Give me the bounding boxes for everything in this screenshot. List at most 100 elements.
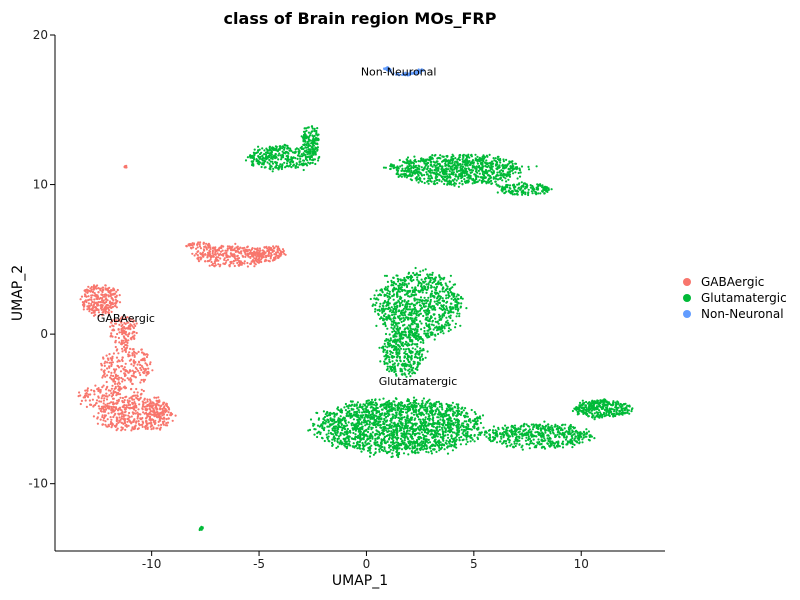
data-point <box>102 295 105 298</box>
data-point <box>403 172 406 176</box>
data-point <box>230 249 233 252</box>
data-point <box>458 158 461 162</box>
data-point <box>124 333 128 336</box>
data-point <box>505 180 508 183</box>
data-point <box>465 181 468 184</box>
data-point <box>120 328 123 332</box>
data-point <box>405 174 408 177</box>
data-point <box>386 349 389 352</box>
data-point <box>112 409 115 412</box>
data-point <box>143 405 146 408</box>
data-point <box>124 386 128 389</box>
data-point <box>399 437 402 440</box>
data-point <box>128 419 131 422</box>
data-point <box>499 161 502 164</box>
data-point <box>93 298 96 301</box>
data-point <box>384 312 387 315</box>
data-point <box>277 158 280 161</box>
data-point <box>446 452 450 455</box>
data-point <box>419 320 422 323</box>
data-point <box>456 158 459 161</box>
data-point <box>149 408 152 411</box>
data-point <box>90 389 93 392</box>
data-point <box>409 308 412 311</box>
data-point <box>520 165 524 168</box>
data-point <box>304 133 307 136</box>
data-point <box>268 260 271 263</box>
data-point <box>399 165 402 168</box>
data-point <box>423 181 426 185</box>
data-point <box>221 249 224 252</box>
data-point <box>390 311 394 314</box>
data-point <box>438 274 441 277</box>
data-point <box>133 362 136 365</box>
data-point <box>251 254 254 257</box>
data-point <box>477 159 481 162</box>
data-point <box>455 165 458 168</box>
data-point <box>516 177 519 180</box>
data-point <box>120 421 123 424</box>
data-point <box>384 345 387 348</box>
data-point <box>102 370 105 373</box>
data-point <box>452 179 455 182</box>
data-point <box>232 259 236 263</box>
data-point <box>265 259 268 262</box>
data-point <box>133 391 136 394</box>
data-point <box>191 252 194 255</box>
data-point <box>261 251 264 254</box>
data-point <box>123 419 126 422</box>
data-point <box>139 381 142 384</box>
data-point <box>114 322 117 325</box>
data-point <box>397 352 400 355</box>
data-point <box>411 309 414 312</box>
data-point <box>429 177 432 180</box>
data-point <box>455 315 458 318</box>
data-point <box>496 171 499 174</box>
data-point <box>397 288 400 291</box>
data-point <box>143 398 146 401</box>
data-point <box>128 400 131 403</box>
data-point <box>352 431 355 435</box>
data-point <box>397 328 400 331</box>
data-point <box>104 287 107 290</box>
data-point <box>382 397 385 400</box>
data-point <box>287 158 290 161</box>
data-point <box>122 422 125 425</box>
data-point <box>79 402 82 406</box>
data-point <box>445 179 448 182</box>
data-point <box>441 175 444 178</box>
data-point <box>317 133 320 136</box>
data-point <box>375 289 378 292</box>
data-point <box>524 191 527 194</box>
data-point <box>96 422 99 425</box>
data-point <box>217 249 221 252</box>
data-point <box>447 310 450 313</box>
data-point <box>97 291 100 294</box>
data-point <box>219 250 223 253</box>
data-point <box>453 283 457 286</box>
data-point <box>382 345 385 348</box>
data-point <box>96 297 99 301</box>
data-point <box>407 317 410 320</box>
data-point <box>132 348 135 351</box>
data-point <box>450 302 453 305</box>
data-point <box>503 186 506 189</box>
data-point <box>514 162 518 165</box>
data-point <box>482 170 486 173</box>
data-point <box>127 404 130 407</box>
data-point <box>406 336 409 339</box>
data-point <box>97 405 100 408</box>
data-point <box>124 338 127 341</box>
data-point <box>303 143 306 146</box>
data-point <box>121 350 124 353</box>
data-point <box>430 286 433 289</box>
data-point <box>422 341 425 344</box>
data-point <box>419 341 422 344</box>
data-point <box>236 261 239 265</box>
data-point <box>246 254 249 257</box>
data-point <box>308 155 311 158</box>
data-point <box>409 340 412 343</box>
data-point <box>95 402 98 405</box>
data-point <box>445 316 448 319</box>
data-point <box>214 248 217 251</box>
